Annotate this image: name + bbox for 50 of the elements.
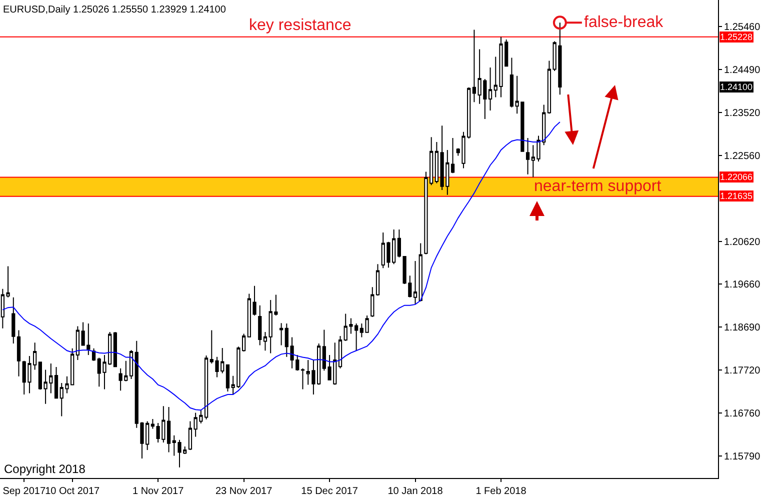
candlestick [226,364,230,392]
candlestick [376,264,380,296]
ref-line-label: 1.21635 [720,191,753,201]
x-tick-label: 1 Feb 2018 [476,486,527,497]
candlestick [113,331,118,368]
x-tick-label: 15 Dec 2017 [301,486,358,497]
annotation: key resistance [249,17,352,34]
candlestick [263,331,268,352]
y-tick-label: 1.17720 [724,366,761,377]
candlestick [526,138,530,175]
candlestick [16,330,21,377]
candlestick [54,366,58,400]
text: 1.24100 [720,82,753,92]
candlestick [418,242,422,302]
ref-line-label: 1.22066 [720,172,753,182]
y-tick-label: 1.18690 [724,322,761,334]
candlestick [547,60,552,114]
candlestick [488,66,492,112]
y-tick-label: 1.20620 [724,236,761,248]
x-tick-label: Sep 2017 [2,486,46,497]
candlestick [166,406,171,453]
candlestick [279,322,284,346]
candlestick [12,296,16,344]
y-tick-label: 1.22560 [724,150,761,162]
annotation: Copyright 2018 [4,462,86,476]
y-tick-label: 1.23520 [724,108,761,120]
annotation: near-term support [534,178,662,195]
candlestick [370,286,374,318]
candlestick [413,260,418,305]
candlestick [510,57,514,108]
annotation: false-break [584,14,664,31]
y-tick-label: 1.15790 [724,451,761,462]
ref-line-label: 1.25228 [720,32,753,42]
candlestick [150,418,155,430]
candlestick [472,29,476,103]
candlestick [450,138,455,174]
x-tick-label: 10 Jan 2018 [388,486,444,497]
x-tick-label: 10 Oct 2017 [45,486,100,497]
x-tick-label: 23 Nov 2017 [215,486,273,497]
y-tick-label: 1.19660 [724,280,761,291]
y-tick-label: 1.16760 [724,408,761,420]
candlestick [258,304,262,346]
x-tick-label: 1 Nov 2017 [132,486,184,497]
text: EURUSD,Daily 1.25026 1.25550 1.23929 1.24100 [3,4,226,16]
y-tick-label: 1.24490 [724,65,761,76]
candlestick [129,350,134,380]
candlestick [300,368,305,390]
candlestick [188,420,192,451]
candlestick [338,335,342,369]
y-tick-label: 1.25460 [724,22,761,34]
